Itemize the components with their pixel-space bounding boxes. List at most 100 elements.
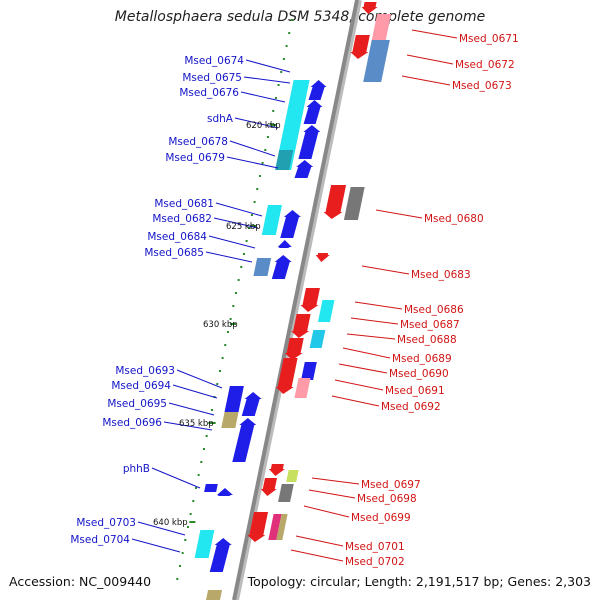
gene-feature — [323, 185, 347, 219]
gene-label[interactable]: Msed_0694 — [111, 380, 171, 392]
leader-line — [361, 265, 410, 275]
gene-feature — [291, 314, 311, 338]
summary-text: Topology: circular; Length: 2,191,517 bp… — [247, 574, 591, 589]
gene-feature — [221, 412, 239, 428]
leader-lines — [131, 29, 458, 562]
gene-label[interactable]: Msed_0686 — [404, 304, 464, 316]
leader-line — [163, 421, 213, 431]
leader-line — [215, 202, 263, 217]
kbp-mark-640: 640 kbp — [153, 518, 188, 528]
gene-feature — [317, 300, 335, 322]
gene-feature — [294, 378, 311, 398]
gene-label[interactable]: Msed_0699 — [351, 512, 411, 524]
gene-feature — [216, 488, 233, 496]
gene-label[interactable]: Msed_0678 — [168, 136, 228, 148]
gene-label[interactable]: Msed_0703 — [76, 517, 136, 529]
gene-label[interactable]: Msed_0675 — [182, 72, 242, 84]
gene-feature — [294, 160, 314, 178]
gene-feature — [261, 205, 282, 235]
kbp-mark-625: 625 kbp — [226, 222, 261, 232]
gene-label[interactable]: Msed_0689 — [392, 353, 452, 365]
accession-text: Accession: NC_009440 — [9, 574, 152, 589]
tick-marks — [176, 19, 293, 580]
gene-feature — [271, 255, 292, 279]
gene-feature — [224, 386, 244, 412]
gene-feature — [286, 470, 299, 482]
leader-line — [234, 117, 279, 129]
leader-line — [338, 363, 388, 374]
leader-line — [226, 156, 279, 169]
gene-label[interactable]: Msed_0696 — [102, 417, 162, 429]
gene-label[interactable]: Msed_0683 — [411, 269, 471, 281]
leader-line — [375, 209, 423, 219]
gene-feature — [247, 512, 269, 542]
gene-label[interactable]: Msed_0690 — [389, 368, 449, 380]
leader-line — [245, 59, 291, 73]
kbp-mark-630: 630 kbp — [203, 320, 238, 330]
leader-line — [176, 369, 223, 389]
gene-feature — [268, 514, 282, 540]
gene-feature — [232, 418, 257, 462]
leader-line — [331, 395, 380, 407]
leader-line — [243, 76, 291, 84]
gene-feature — [350, 35, 370, 59]
gene-label[interactable]: Msed_0673 — [452, 80, 512, 92]
gene-label[interactable]: Msed_0679 — [165, 152, 225, 164]
gene-label[interactable]: Msed_0692 — [381, 401, 441, 413]
gene-label[interactable]: Msed_0682 — [152, 213, 212, 225]
gene-label[interactable]: Msed_0701 — [345, 541, 405, 553]
gene-label[interactable]: sdhA — [207, 113, 234, 125]
map-title: Metallosphaera sedula DSM 5348, complete… — [114, 9, 486, 25]
gene-label[interactable]: Msed_0695 — [107, 398, 167, 410]
gene-feature — [275, 80, 310, 170]
gene-feature — [204, 484, 218, 492]
gene-label[interactable]: Msed_0702 — [345, 556, 405, 568]
gene-label[interactable]: Msed_0671 — [459, 33, 519, 45]
gene-feature — [284, 338, 304, 360]
gene-label[interactable]: Msed_0698 — [357, 493, 417, 505]
leader-line — [334, 379, 384, 391]
gene-feature — [300, 288, 320, 312]
gene-label[interactable]: Msed_0672 — [455, 59, 515, 71]
gene-label[interactable]: Msed_0693 — [115, 365, 175, 377]
leader-line — [406, 54, 454, 65]
gene-feature — [343, 187, 365, 220]
leader-line — [354, 301, 403, 310]
leader-line — [290, 549, 344, 562]
gene-feature — [315, 253, 330, 262]
leader-line — [350, 317, 399, 325]
leader-line — [205, 251, 253, 263]
gene-label[interactable]: Msed_0691 — [385, 385, 445, 397]
gene-feature — [278, 484, 294, 502]
leader-line — [342, 347, 391, 359]
gene-label[interactable]: Msed_0674 — [184, 55, 244, 67]
leader-line — [168, 402, 215, 416]
gene-feature — [241, 392, 262, 416]
leader-line — [229, 140, 276, 157]
gene-label[interactable]: Msed_0687 — [400, 319, 460, 331]
gene-label[interactable]: Msed_0688 — [397, 334, 457, 346]
gene-feature — [209, 538, 232, 572]
gene-feature — [253, 258, 272, 276]
gene-label[interactable]: Msed_0704 — [70, 534, 130, 546]
leader-line — [311, 477, 360, 485]
gene-feature — [301, 362, 317, 380]
leader-line — [295, 535, 344, 547]
leader-line — [131, 538, 181, 553]
backbone — [232, 0, 359, 600]
gene-label[interactable]: Msed_0676 — [179, 87, 239, 99]
kbp-mark-635: 635 kbp — [179, 419, 214, 429]
gene-feature — [308, 80, 327, 100]
gene-feature — [276, 514, 288, 540]
gene-feature — [260, 478, 278, 496]
leader-line — [213, 217, 259, 229]
gene-label[interactable]: Msed_0685 — [144, 247, 204, 259]
leader-line — [151, 467, 201, 489]
gene-label[interactable]: Msed_0681 — [154, 198, 214, 210]
gene-label[interactable]: Msed_0680 — [424, 213, 484, 225]
gene-label[interactable]: Msed_0697 — [361, 479, 421, 491]
gene-label[interactable]: phhB — [123, 463, 150, 475]
gene-feature — [194, 530, 215, 558]
gene-label[interactable]: Msed_0684 — [147, 231, 207, 243]
